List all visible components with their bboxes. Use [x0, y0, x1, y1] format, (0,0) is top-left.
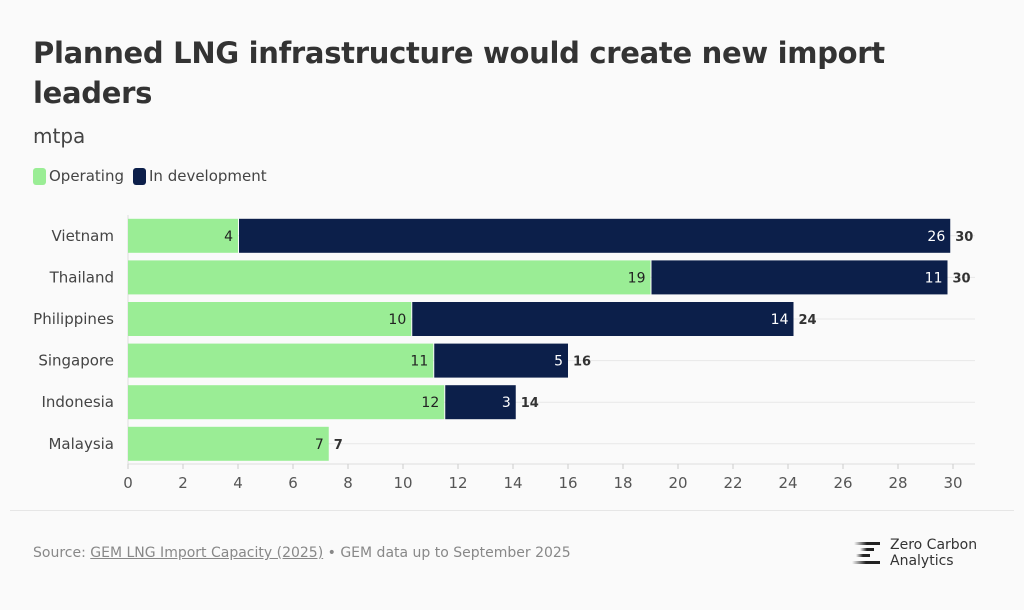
x-tick-label: 26: [833, 474, 852, 492]
x-tick-label: 18: [613, 474, 632, 492]
category-label: Thailand: [49, 268, 114, 286]
x-tick-label: 16: [558, 474, 577, 492]
x-tick-label: 12: [448, 474, 467, 492]
chart-subtitle: mtpa: [33, 124, 86, 148]
data-label: 7: [315, 437, 324, 453]
chart-title: Planned LNG infrastructure would create …: [33, 36, 885, 110]
data-label: 11: [925, 270, 943, 286]
source-note: Source: GEM LNG Import Capacity (2025) •…: [33, 545, 571, 561]
legend-item-operating: Operating: [33, 167, 124, 185]
category-label: Indonesia: [41, 393, 114, 411]
data-label: 12: [421, 395, 439, 411]
legend-item-in-development: In development: [133, 167, 267, 185]
bar-operating: [128, 302, 412, 336]
bar-operating: [128, 343, 434, 378]
legend-label: Operating: [49, 167, 124, 185]
bar-operating: [128, 426, 329, 461]
x-tick-label: 24: [778, 474, 797, 492]
legend-label: In development: [149, 167, 267, 185]
total-label: 30: [955, 230, 973, 245]
bar-in-development: [445, 385, 516, 420]
bar-operating: [128, 260, 651, 295]
total-label: 14: [521, 396, 539, 411]
data-label: 4: [224, 229, 233, 245]
source-link[interactable]: GEM LNG Import Capacity (2025): [90, 545, 324, 561]
category-label: Philippines: [33, 310, 114, 328]
total-label: 30: [953, 271, 971, 286]
legend-swatch-operating: [33, 167, 46, 185]
bar-in-development: [239, 218, 951, 253]
data-label: 3: [502, 395, 511, 411]
legend-swatch-in-development: [133, 167, 146, 185]
legend: Operating In development: [33, 167, 276, 185]
zero-carbon-analytics-logo: Zero Carbon Analytics: [852, 537, 977, 569]
x-tick-label: 20: [668, 474, 687, 492]
bar-in-development: [651, 260, 948, 295]
x-tick-label: 30: [943, 474, 962, 492]
bar-operating: [128, 385, 445, 420]
category-label: Malaysia: [48, 435, 114, 453]
total-label: 16: [573, 355, 591, 370]
data-label: 11: [410, 354, 428, 370]
category-label: Vietnam: [51, 227, 114, 245]
category-label: Singapore: [38, 352, 114, 370]
bar-operating: [128, 218, 238, 253]
x-tick-label: 10: [393, 474, 412, 492]
x-tick-label: 4: [233, 474, 243, 492]
data-label: 10: [388, 312, 406, 328]
x-tick-label: 6: [288, 474, 298, 492]
data-label: 26: [927, 229, 945, 245]
x-tick-label: 2: [178, 474, 188, 492]
bar-in-development: [412, 302, 794, 336]
data-label: 5: [554, 354, 563, 370]
total-label: 24: [799, 313, 817, 328]
divider: [10, 510, 1014, 511]
total-label: 7: [334, 438, 343, 453]
bar-in-development: [434, 343, 568, 378]
x-tick-label: 0: [123, 474, 133, 492]
logo-icon: [852, 542, 880, 564]
data-label: 14: [771, 312, 789, 328]
data-label: 19: [628, 270, 646, 286]
x-tick-label: 14: [503, 474, 522, 492]
x-tick-label: 8: [343, 474, 353, 492]
x-tick-label: 22: [723, 474, 742, 492]
x-tick-label: 28: [888, 474, 907, 492]
